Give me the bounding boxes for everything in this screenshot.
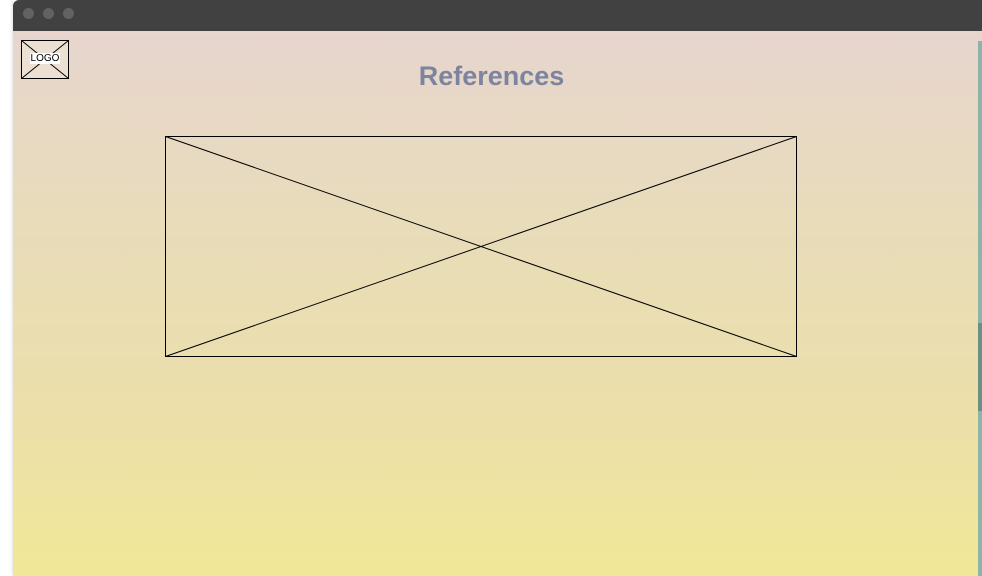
image-placeholder <box>165 136 798 358</box>
page-content: LOGO References <box>13 31 982 576</box>
minimize-window-button[interactable] <box>43 8 54 19</box>
scrollbar-thumb[interactable] <box>978 323 982 411</box>
logo-label: LOGO <box>29 53 61 64</box>
browser-window: LOGO References <box>13 0 982 576</box>
image-placeholder-icon <box>165 136 797 357</box>
zoom-window-button[interactable] <box>63 8 74 19</box>
close-window-button[interactable] <box>23 8 34 19</box>
scrollbar-track[interactable] <box>978 41 982 576</box>
window-titlebar <box>13 0 982 31</box>
logo-placeholder-icon <box>21 40 69 79</box>
page-title: References <box>418 61 565 91</box>
logo-placeholder[interactable]: LOGO <box>21 40 69 79</box>
